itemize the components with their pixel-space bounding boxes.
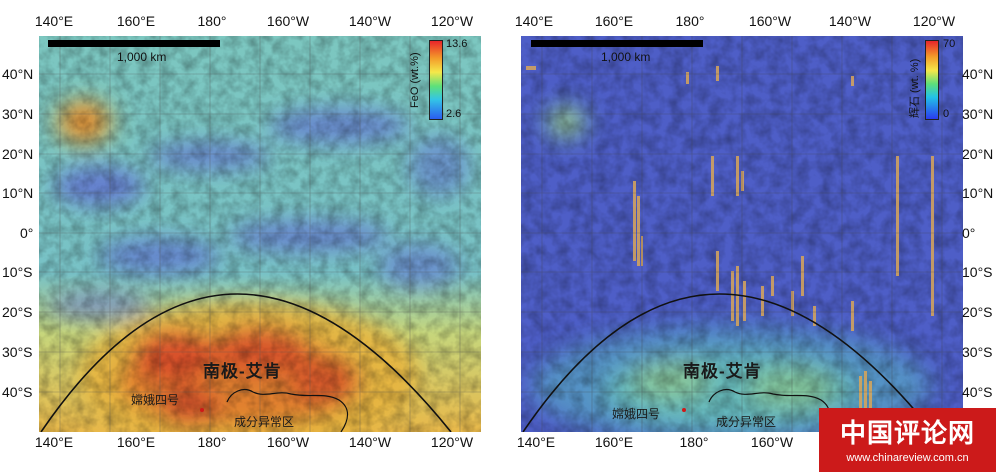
lon-tick-top: 140°W [348,13,392,29]
lon-tick-top: 160°W [266,13,310,29]
scale-label: 1,000 km [601,50,651,64]
anomaly-outline [708,389,831,432]
feo-map-panel [39,36,481,432]
pyroxene-colorbar [925,40,939,120]
lon-tick-bottom: 160°W [750,434,794,450]
logo-brand-text: 中国评论网 [839,418,975,448]
colorbar-min: 0 [943,108,950,120]
lon-tick-bottom: 140°E [34,434,74,450]
lat-tick: 10°N [2,185,34,201]
lat-tick: 40°S [962,384,993,400]
spa-boundary-curve [40,293,452,432]
lon-tick-top: 180° [675,13,705,29]
lon-tick-top: 120°W [912,13,956,29]
anomaly-label: 成分异常区 [716,415,777,429]
lat-tick: 20°N [962,146,994,162]
spa-region-label: 南极-艾肯 [683,362,762,381]
scale-bar [531,40,703,47]
lat-tick: 20°N [2,146,34,162]
lat-tick: 40°N [962,66,994,82]
change4-site-label: 嫦娥四号 [131,393,180,407]
change4-site-label: 嫦娥四号 [612,407,661,421]
lat-tick: 40°N [2,66,34,82]
feo-map [39,36,481,432]
lat-tick: 20°S [2,304,33,320]
lat-tick: 0° [962,225,976,241]
lon-tick-bottom: 140°W [348,434,392,450]
lon-tick-bottom: 180° [679,434,709,450]
pyroxene-map-panel [521,36,963,432]
lat-tick: 30°S [2,344,33,360]
scale-label: 1,000 km [117,50,167,64]
anomaly-label: 成分异常区 [234,415,295,429]
chinareview-logo[interactable]: 中国评论网 www.chinareview.com.cn [819,408,996,472]
lon-tick-top: 140°E [34,13,74,29]
lon-tick-bottom: 180° [197,434,227,450]
lat-tick: 40°S [2,384,33,400]
change4-landing-marker [682,408,686,412]
colorbar-max: 13.6 [446,38,468,50]
spa-region-label: 南极-艾肯 [203,362,282,381]
change4-landing-marker [200,408,204,412]
lat-tick: 30°S [962,344,993,360]
lon-tick-top: 160°E [594,13,634,29]
lon-tick-bottom: 120°W [430,434,474,450]
lat-tick: 20°S [962,304,993,320]
spa-boundary-curve [522,293,934,432]
colorbar-min: 2.6 [446,108,462,120]
colorbar-max: 70 [943,38,956,50]
lon-tick-bottom: 160°E [116,434,156,450]
lat-tick: 30°N [2,106,34,122]
colorbar-title: FeO (wt.%) [409,52,421,108]
lon-tick-top: 140°W [828,13,872,29]
lon-tick-top: 180° [197,13,227,29]
anomaly-outline [226,389,349,432]
lon-tick-top: 140°E [514,13,554,29]
lon-tick-top: 160°E [116,13,156,29]
scale-bar [48,40,220,47]
lat-tick: 10°S [962,264,993,280]
lat-tick: 30°N [962,106,994,122]
lat-tick: 0° [20,225,34,241]
lon-tick-top: 160°W [748,13,792,29]
lat-tick: 10°N [962,185,994,201]
lon-tick-bottom: 140°E [516,434,556,450]
logo-url-text: www.chinareview.com.cn [846,452,969,464]
pyroxene-map [521,36,963,432]
lon-tick-bottom: 160°E [594,434,634,450]
colorbar-title: 辉石 (wt. %) [909,58,921,118]
lat-tick: 10°S [2,264,33,280]
lon-tick-bottom: 160°W [266,434,310,450]
lon-tick-top: 120°W [430,13,474,29]
feo-colorbar [429,40,443,120]
